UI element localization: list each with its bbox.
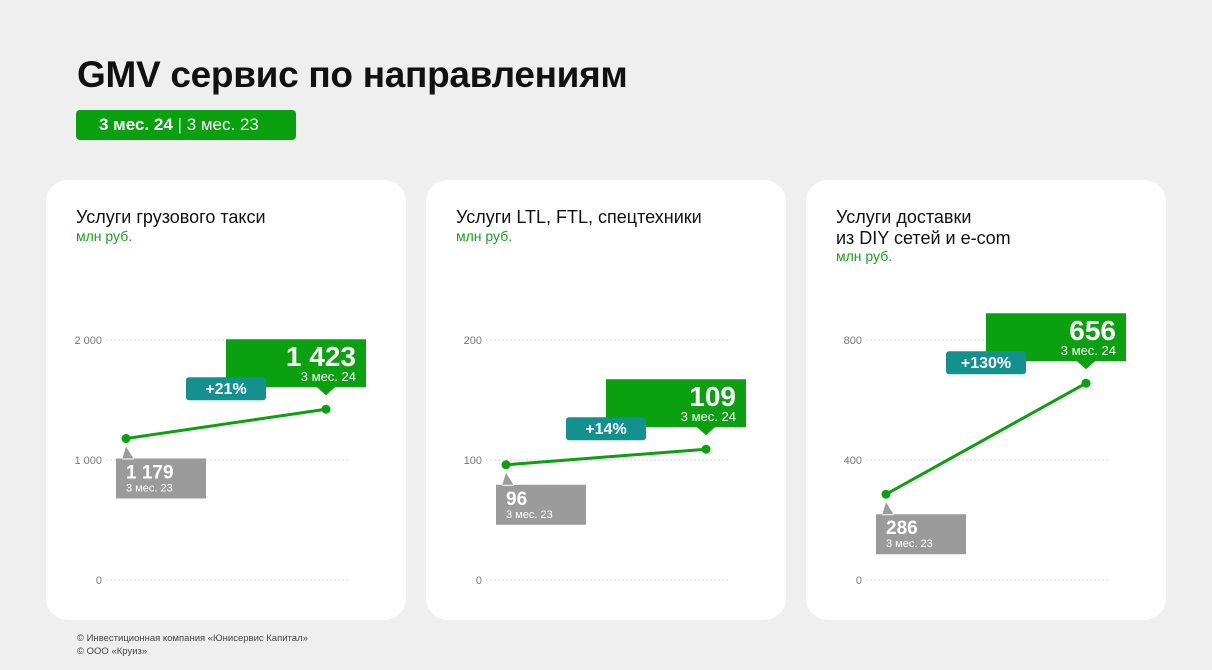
chart-card-ltl-ftl: Услуги LTL, FTL, спецтехники млн руб. 20… xyxy=(426,180,786,620)
chart-card-diy-ecom: Услуги доставки из DIY сетей и e-com млн… xyxy=(806,180,1166,620)
y-tick-label: 1 000 xyxy=(74,455,102,467)
y-tick-label: 2 000 xyxy=(74,335,102,347)
page-title: GMV сервис по направлениям xyxy=(77,54,628,95)
chart-title: Услуги LTL, FTL, спецтехники xyxy=(456,207,702,227)
data-point-previous xyxy=(881,489,891,499)
change-badge xyxy=(566,417,646,441)
current-value-label: 109 xyxy=(689,381,736,412)
change-label: +14% xyxy=(585,421,626,438)
change-label: +21% xyxy=(205,381,246,398)
chart-card-cargo-taxi: Услуги грузового такси млн руб. 2 000 1 0… xyxy=(46,180,406,620)
previous-period-label: 3 мес. 23 xyxy=(506,509,553,521)
data-point-current xyxy=(701,444,711,454)
y-tick-label: 0 xyxy=(96,575,102,587)
footer-copyright-1: © Инвестиционная компания «Юнисервис Кап… xyxy=(77,633,308,644)
y-tick-label: 0 xyxy=(856,575,862,587)
current-period-label: 3 мес. 24 xyxy=(301,369,356,384)
previous-value-label: 286 xyxy=(886,518,918,539)
data-point-current xyxy=(321,404,331,414)
y-tick-label: 0 xyxy=(476,575,482,587)
previous-value-label: 1 179 xyxy=(126,463,174,484)
change-badge xyxy=(186,377,266,401)
data-point-previous xyxy=(121,434,131,444)
data-point-current xyxy=(1081,378,1091,388)
period-separator: | xyxy=(177,115,182,134)
y-tick-label: 100 xyxy=(464,455,482,467)
series-line xyxy=(505,447,707,467)
series-line xyxy=(125,407,327,441)
current-period-label: 3 мес. 24 xyxy=(681,409,736,424)
previous-value-callout xyxy=(116,446,206,499)
current-value-label: 656 xyxy=(1069,315,1116,346)
y-tick-label: 400 xyxy=(844,455,862,467)
y-tick-label: 800 xyxy=(844,335,862,347)
chart-unit: млн руб. xyxy=(836,248,893,264)
change-label: +130% xyxy=(961,355,1011,372)
chart-unit: млн руб. xyxy=(76,228,133,244)
previous-value-callout xyxy=(876,502,966,555)
chart-title: Услуги грузового такси xyxy=(76,207,266,227)
chart-title: Услуги доставки из DIY сетей и e-com xyxy=(836,207,1011,248)
period-current: 3 мес. 24 xyxy=(99,115,173,134)
y-tick-label: 200 xyxy=(464,335,482,347)
current-period-label: 3 мес. 24 xyxy=(1061,343,1116,358)
series-line xyxy=(885,381,1087,496)
previous-value-callout xyxy=(496,472,586,525)
change-badge xyxy=(946,351,1026,375)
current-value-label: 1 423 xyxy=(286,341,356,372)
previous-value-label: 96 xyxy=(506,489,527,510)
period-legend: 3 мес. 24 | 3 мес. 23 xyxy=(76,110,296,140)
previous-period-label: 3 мес. 23 xyxy=(886,538,933,550)
chart-unit: млн руб. xyxy=(456,228,513,244)
period-previous: 3 мес. 23 xyxy=(186,115,259,134)
previous-period-label: 3 мес. 23 xyxy=(126,483,173,495)
data-point-previous xyxy=(501,460,511,470)
footer-copyright-2: © ООО «Круиз» xyxy=(77,646,148,657)
